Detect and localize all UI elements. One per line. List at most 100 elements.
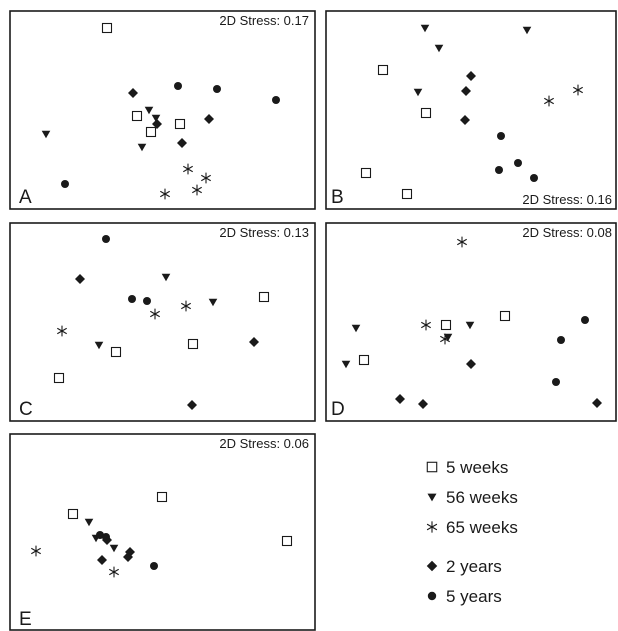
panel-e-point-5-weeks-1 (156, 491, 168, 503)
panel-e-frame (9, 433, 316, 631)
panel-c-point-2-years-3 (187, 400, 197, 410)
panel-d-point-5-years-1 (581, 316, 589, 324)
panel-a-point-65-weeks-3 (192, 184, 202, 196)
panel-a-point-56-weeks-4 (137, 143, 147, 152)
panel-e-point-56-weeks-3 (109, 544, 119, 553)
panel-c-point-65-weeks-1 (150, 308, 160, 320)
panel-a-point-2-years-3 (204, 114, 214, 124)
panel-e-point-5-weeks-2 (67, 508, 79, 520)
panel-c-points (53, 235, 270, 410)
panel-d-point-5-years-2 (557, 336, 565, 344)
panel-a-point-65-weeks-4 (160, 188, 170, 200)
panel-e-point-65-weeks-1 (31, 545, 41, 557)
panel-c-point-5-years-1 (102, 235, 110, 243)
panel-b-point-56-weeks-2 (434, 44, 444, 53)
panel-e: E 2D Stress: 0.06 (9, 433, 316, 631)
panel-b-point-65-weeks-2 (573, 84, 583, 96)
panel-b-point-56-weeks-1 (420, 24, 430, 33)
legend-symbol-65-weeks (426, 521, 438, 533)
panel-b-point-5-years-3 (495, 166, 503, 174)
panel-a-frame (9, 10, 316, 210)
panel-b: B 2D Stress: 0.16 (325, 10, 617, 210)
panel-c-point-5-weeks-3 (187, 338, 199, 350)
panel-b-point-5-years-1 (497, 132, 505, 140)
panel-b-point-5-weeks-1 (377, 64, 389, 76)
legend-marker-5-years (427, 591, 437, 601)
panel-e-point-65-weeks-2 (109, 566, 119, 578)
panel-a-point-2-years-4 (177, 138, 187, 148)
panel-a-point-2-years-1 (128, 88, 138, 98)
panel-d-point-5-years-3 (552, 378, 560, 386)
legend-marker-2-years (426, 560, 438, 572)
legend-label-56-weeks: 56 weeks (446, 488, 518, 507)
panel-d-point-2-years-4 (592, 398, 602, 408)
panel-b-point-5-weeks-4 (401, 188, 413, 200)
panel-a-point-5-weeks-3 (145, 126, 157, 138)
legend-label-5-weeks: 5 weeks (446, 458, 508, 477)
panel-c-point-2-years-1 (75, 274, 85, 284)
panel-c-stress-label: 2D Stress: 0.13 (219, 225, 309, 240)
panel-c-point-5-weeks-2 (110, 346, 122, 358)
panel-a-points (41, 22, 280, 200)
panel-a: A 2D Stress: 0.17 (9, 10, 316, 210)
panel-e-point-5-years-2 (102, 533, 110, 541)
panel-b-point-2-years-1 (466, 71, 476, 81)
panel-e-stress-label: 2D Stress: 0.06 (219, 436, 309, 451)
panel-b-point-56-weeks-4 (413, 88, 423, 97)
legend-marker-5-weeks (426, 461, 438, 473)
legend-symbol-5-years (427, 591, 437, 601)
legend: 5 weeks 56 weeks 65 weeks 2 years 5 year… (426, 458, 518, 606)
panel-a-point-5-weeks-1 (101, 22, 113, 34)
panel-a-point-5-years-3 (272, 96, 280, 104)
panel-b-points (360, 24, 583, 200)
panel-b-stress-label: 2D Stress: 0.16 (522, 192, 612, 207)
panel-c-point-5-years-3 (143, 297, 151, 305)
panel-c-point-5-years-2 (128, 295, 136, 303)
panel-b-frame (325, 10, 617, 210)
panel-c-letter: C (19, 399, 33, 420)
panel-d-point-56-weeks-4 (341, 360, 351, 369)
panel-d-point-65-weeks-3 (440, 333, 450, 345)
panel-e-letter: E (19, 609, 32, 630)
legend-symbol-2-years (426, 560, 438, 572)
panel-a-letter: A (19, 187, 32, 208)
panel-a-point-65-weeks-1 (183, 163, 193, 175)
legend-marker-56-weeks (427, 493, 437, 502)
panel-d-letter: D (331, 399, 345, 420)
panel-a-point-5-years-2 (213, 85, 221, 93)
panel-d-point-56-weeks-1 (351, 324, 361, 333)
panel-d-point-5-weeks-3 (358, 354, 370, 366)
panel-b-point-5-years-2 (514, 159, 522, 167)
panel-c-point-56-weeks-3 (94, 341, 104, 350)
legend-label-5-years: 5 years (446, 587, 502, 606)
panel-a-point-56-weeks-1 (41, 130, 51, 139)
panel-b-letter: B (331, 187, 344, 208)
panel-b-point-2-years-3 (460, 115, 470, 125)
panel-c-point-5-weeks-4 (53, 372, 65, 384)
legend-marker-65-weeks (426, 521, 438, 533)
legend-label-65-weeks: 65 weeks (446, 518, 518, 537)
panel-d-stress-label: 2D Stress: 0.08 (522, 225, 612, 240)
panel-e-points (31, 491, 293, 578)
panel-e-point-5-years-3 (150, 562, 158, 570)
panel-e-point-2-years-3 (123, 552, 133, 562)
panel-a-point-65-weeks-2 (201, 172, 211, 184)
panel-a-point-5-years-1 (174, 82, 182, 90)
panel-d-point-5-weeks-1 (499, 310, 511, 322)
panel-b-point-65-weeks-1 (544, 95, 554, 107)
panel-c-frame (9, 222, 316, 422)
panel-d-point-65-weeks-2 (421, 319, 431, 331)
panel-c-point-56-weeks-2 (208, 298, 218, 307)
panel-c-point-56-weeks-1 (161, 273, 171, 282)
panel-a-point-56-weeks-3 (151, 114, 161, 123)
panel-d-point-2-years-1 (466, 359, 476, 369)
panel-d-point-56-weeks-2 (465, 321, 475, 330)
panel-d-point-65-weeks-1 (457, 236, 467, 248)
panel-c-point-65-weeks-3 (57, 325, 67, 337)
legend-symbol-5-weeks (426, 461, 438, 473)
panel-b-point-5-years-4 (530, 174, 538, 182)
panel-c: C 2D Stress: 0.13 (9, 222, 316, 422)
panel-d-point-2-years-2 (395, 394, 405, 404)
panel-e-point-2-years-4 (97, 555, 107, 565)
panel-c-point-5-weeks-1 (258, 291, 270, 303)
